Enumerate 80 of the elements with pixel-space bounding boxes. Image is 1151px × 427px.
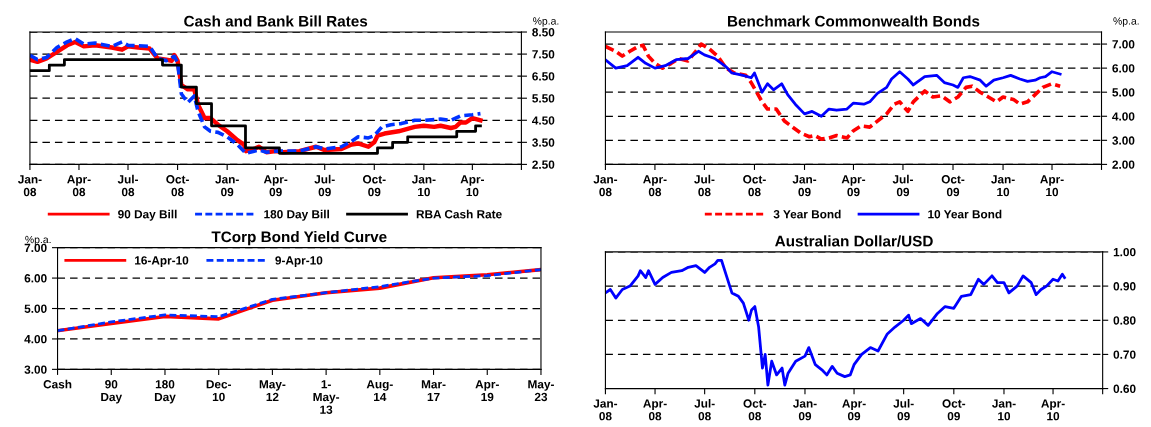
y-tick-label: 4.00 (1112, 112, 1135, 121)
x-tick-label: Oct- 09 (941, 175, 965, 197)
x-tick-label: Apr- 09 (842, 399, 866, 421)
x-tick-label: 90 Day (101, 380, 123, 404)
y-axis-title: %p.a. (25, 235, 51, 246)
x-tick-label: Jan- 09 (792, 175, 817, 197)
x-tick-label: Jan- 08 (593, 399, 618, 421)
line-series (605, 259, 1066, 387)
y-tick-label: 0.90 (1113, 282, 1136, 291)
y-tick-label: 0.80 (1113, 316, 1136, 325)
x-tick-label: 1- May- 13 (313, 380, 340, 414)
chart-title: Cash and Bank Bill Rates (184, 15, 368, 27)
x-tick-label: Oct- 08 (166, 175, 189, 197)
line-series (605, 42, 1062, 141)
legend-label: 16-Apr-10 (135, 256, 189, 267)
chart-title: TCorp Bond Yield Curve (211, 231, 387, 246)
y-tick-label: 5.00 (24, 304, 47, 313)
y-tick-label: 0.60 (1113, 384, 1136, 393)
chart-title: Australian Dollar/USD (775, 235, 933, 247)
x-tick-label: Apr- 09 (841, 175, 866, 197)
y-axis-title: %p.a. (533, 17, 559, 27)
x-tick-label: Apr- 10 (1041, 399, 1065, 421)
x-tick-label: May- 23 (528, 380, 554, 402)
y-tick-label: 1.00 (1113, 247, 1136, 257)
x-tick-label: Apr- 08 (67, 175, 91, 197)
x-tick-label: Oct- 08 (743, 399, 767, 421)
x-tick-label: Jan- 10 (992, 399, 1016, 421)
x-tick-label: Jan- 08 (593, 175, 618, 197)
x-tick-label: Jan- 09 (215, 175, 239, 197)
x-tick-label: Jan- 08 (17, 175, 42, 197)
x-tick-label: 180 Day (154, 380, 176, 404)
x-tick-label: May- 12 (259, 380, 286, 402)
x-tick-label: Aug- 14 (366, 380, 393, 402)
x-tick-label: Apr- 08 (643, 175, 667, 197)
x-tick-label: Mar- 17 (421, 380, 446, 402)
y-tick-label: 2.50 (532, 160, 555, 169)
x-tick-label: Dec- 10 (206, 380, 232, 402)
y-tick-label: 7.50 (532, 50, 555, 59)
y-tick-label: 8.50 (532, 28, 555, 37)
x-tick-label: Apr- 08 (643, 399, 667, 421)
x-tick-label: Cash (43, 379, 72, 389)
y-tick-label: 3.00 (1112, 136, 1135, 145)
y-tick-label: 3.00 (24, 365, 47, 374)
x-tick-label: Jan- 10 (991, 175, 1015, 197)
legend-label: 9-Apr-10 (275, 256, 323, 267)
x-tick-label: Jul- 08 (694, 174, 715, 197)
x-tick-label: Oct- 08 (743, 175, 766, 197)
y-tick-label: 6.00 (24, 274, 47, 283)
legend-label: 90 Day Bill (118, 209, 177, 221)
y-tick-label: 7.00 (24, 243, 47, 253)
y-tick-label: 4.00 (24, 334, 47, 344)
x-tick-label: Apr- 10 (1040, 175, 1064, 197)
x-tick-label: Oct- 09 (362, 175, 386, 197)
legend-label: 180 Day Bill (264, 209, 329, 221)
x-tick-label: Jan- 10 (411, 175, 436, 197)
x-tick-label: Apr- 19 (475, 380, 499, 402)
line-series (605, 49, 1062, 118)
x-tick-label: Jul- 09 (893, 398, 914, 421)
chart-title: Benchmark Commonwealth Bonds (728, 15, 980, 27)
y-tick-label: 3.50 (532, 138, 555, 147)
x-tick-label: Jul- 09 (314, 174, 335, 197)
legend-label: 10 Year Bond (928, 209, 1002, 219)
x-tick-label: Jan- 09 (793, 399, 817, 421)
y-axis-title: %p.a. (1113, 17, 1139, 27)
y-tick-label: 7.00 (1112, 40, 1135, 49)
y-tick-label: 6.50 (532, 72, 555, 81)
y-tick-label: 4.50 (532, 116, 555, 125)
legend-label: 3 Year Bond (773, 209, 841, 219)
x-tick-label: Jul- 08 (117, 174, 139, 197)
y-tick-label: 5.00 (1112, 88, 1135, 97)
x-tick-label: Apr- 09 (263, 175, 288, 197)
legend-label: RBA Cash Rate (416, 209, 502, 219)
y-tick-label: 6.00 (1112, 64, 1135, 73)
x-tick-label: Jul- 08 (694, 398, 715, 421)
y-tick-label: 5.50 (532, 94, 555, 103)
y-tick-label: 2.00 (1112, 160, 1135, 169)
x-tick-label: Jul- 09 (892, 174, 913, 197)
x-tick-label: Apr- 10 (460, 175, 485, 197)
x-tick-label: Oct- 09 (942, 399, 966, 421)
y-tick-label: 0.70 (1113, 350, 1136, 359)
